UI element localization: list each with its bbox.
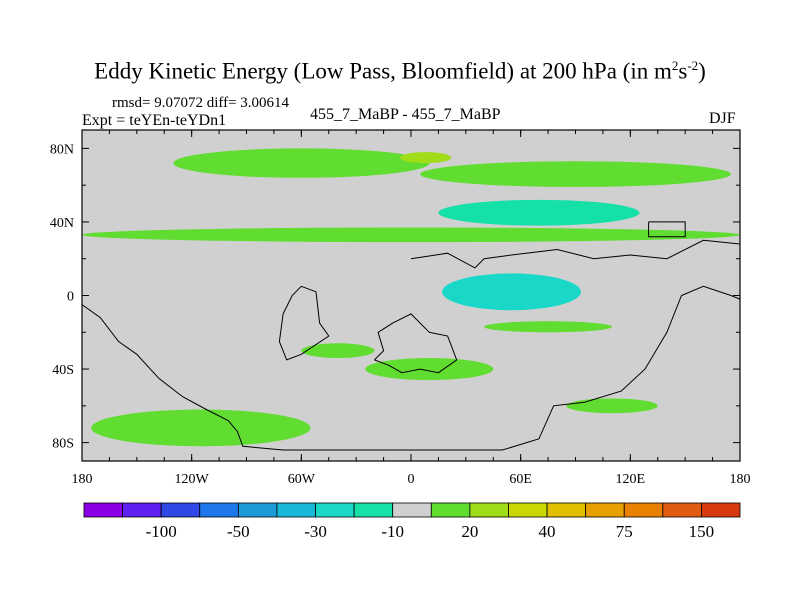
title-suffix: ) xyxy=(698,58,706,84)
season-label: DJF xyxy=(709,110,736,127)
contour-region-0 xyxy=(173,148,430,178)
colorbar-swatch-16 xyxy=(701,502,741,518)
x-tick-label-4: 60E xyxy=(509,472,532,487)
x-tick-label-5: 120E xyxy=(616,472,646,487)
colorbar-label-5: 40 xyxy=(539,522,556,541)
expt-line: Expt = teYEn-teYDn1 xyxy=(82,112,227,129)
colorbar-swatch-4 xyxy=(237,502,278,518)
colorbar-swatch-10 xyxy=(469,502,509,518)
contour-region-5 xyxy=(442,273,581,311)
title-unit-exp1: 2 xyxy=(671,58,679,73)
contour-region-6 xyxy=(484,321,613,333)
y-tick-label-3: 40S xyxy=(52,363,74,378)
coastline-patch xyxy=(648,221,686,238)
x-tick-label-0: 180 xyxy=(72,472,93,487)
center-label: 455_7_MaBP - 455_7_MaBP xyxy=(310,106,501,123)
title-prefix: Eddy Kinetic Energy (Low Pass, Bloomfiel… xyxy=(94,58,672,84)
title-unit-mid: s xyxy=(678,58,688,84)
x-tick-label-1: 120W xyxy=(175,472,210,487)
colorbar-swatch-9 xyxy=(430,502,471,518)
colorbar-swatch-13 xyxy=(585,502,625,518)
colorbar-label-2: -30 xyxy=(304,522,327,541)
colorbar-swatch-5 xyxy=(276,502,316,518)
coastline-americas xyxy=(82,285,740,451)
contour-region-2 xyxy=(400,152,452,164)
y-tick-label-2: 0 xyxy=(67,290,74,305)
contour-region-3 xyxy=(82,227,740,243)
y-tick-label-4: 80S xyxy=(52,437,74,452)
coastline-africa xyxy=(374,313,458,374)
colorbar-label-3: -10 xyxy=(381,522,404,541)
contour-region-10 xyxy=(566,398,658,414)
colorbar-label-0: -100 xyxy=(146,522,177,541)
y-tick-label-1: 40N xyxy=(50,216,74,231)
contour-region-9 xyxy=(91,409,311,447)
colorbar-swatch-14 xyxy=(623,502,664,518)
contour-region-1 xyxy=(420,161,731,188)
colorbar-swatch-6 xyxy=(315,502,355,518)
colorbar-swatch-8 xyxy=(392,502,432,518)
colorbar-label-6: 75 xyxy=(616,522,633,541)
colorbar-swatch-11 xyxy=(508,502,548,518)
colorbar-swatch-15 xyxy=(662,502,702,518)
colorbar-swatch-2 xyxy=(160,502,201,518)
colorbar-swatch-12 xyxy=(546,502,587,518)
x-tick-label-2: 60W xyxy=(288,472,316,487)
x-tick-label-3: 0 xyxy=(408,472,415,487)
contour-region-7 xyxy=(301,343,375,359)
colorbar-swatch-0 xyxy=(83,502,123,518)
coastline-southamerica xyxy=(278,285,330,361)
stats-line: rmsd= 9.07072 diff= 3.00614 xyxy=(112,95,290,111)
colorbar-swatch-1 xyxy=(122,502,162,518)
coastline-asia xyxy=(410,239,740,269)
title-unit-exp2: -2 xyxy=(687,58,699,73)
colorbar-label-1: -50 xyxy=(227,522,250,541)
colorbar-swatch-3 xyxy=(199,502,239,518)
colorbar-label-7: 150 xyxy=(689,522,715,541)
x-tick-label-6: 180 xyxy=(730,472,751,487)
colorbar-swatch-7 xyxy=(353,502,394,518)
colorbar-label-4: 20 xyxy=(461,522,478,541)
y-tick-label-0: 80N xyxy=(50,142,74,157)
contour-region-8 xyxy=(365,358,494,381)
chart-title: Eddy Kinetic Energy (Low Pass, Bloomfiel… xyxy=(0,58,800,85)
contour-region-4 xyxy=(438,199,640,226)
